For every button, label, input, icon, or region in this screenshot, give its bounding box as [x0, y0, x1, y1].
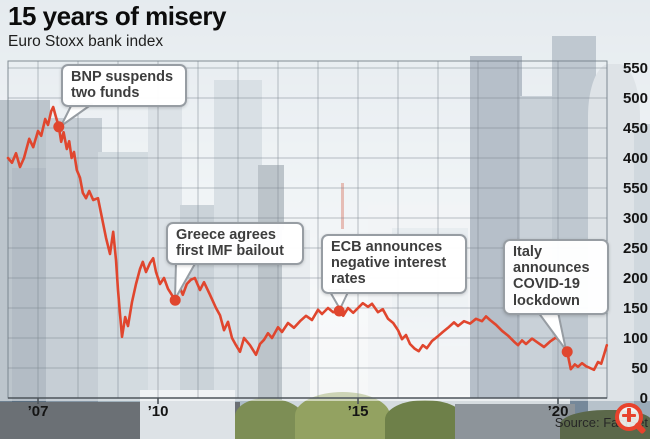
chart-subtitle: Euro Stoxx bank index	[8, 32, 164, 50]
y-axis-tick-label: 550	[622, 180, 648, 197]
event-marker	[53, 121, 65, 133]
y-axis-tick-label: 550	[622, 60, 648, 77]
plot-border	[7, 60, 608, 399]
foreground-building	[455, 404, 575, 439]
callout-tail	[60, 103, 93, 127]
magnifier-handle	[633, 421, 647, 435]
x-axis-tick-label: ’20	[547, 403, 569, 420]
x-axis-tick-label: ’07	[27, 403, 49, 420]
tree	[385, 400, 465, 439]
y-axis-tick-label: 400	[622, 150, 648, 167]
callout-bnp-suspends-funds: BNP suspends two funds	[61, 64, 187, 108]
callout-tail	[174, 261, 197, 300]
chart-title: 15 years of misery	[8, 1, 226, 31]
plus-glyph	[627, 408, 631, 422]
price-line	[6, 105, 609, 372]
x-axis-tick-label: ’10	[147, 403, 169, 420]
chart-header: 15 years of misery Euro Stoxx bank index	[8, 1, 226, 51]
tree	[235, 398, 305, 439]
y-axis-tick-label: 450	[622, 120, 648, 137]
event-marker	[169, 294, 181, 306]
event-marker	[333, 305, 345, 317]
y-axis-tick-label: 300	[622, 210, 648, 227]
y-axis-tick-label: 0	[639, 390, 648, 407]
y-axis-tick-label: 200	[622, 270, 648, 287]
callout-ecb-negative-rates: ECB announces negative interest rates	[321, 234, 467, 294]
zoom-in-icon[interactable]	[613, 401, 647, 435]
y-axis-tick-label: 500	[622, 90, 648, 107]
event-marker	[561, 346, 573, 358]
y-axis-tick-label: 250	[622, 240, 648, 257]
x-axis-tick-label: ’15	[347, 403, 369, 420]
y-axis-tick-label: 150	[622, 300, 648, 317]
y-axis-tick-label: 100	[622, 330, 648, 347]
callout-italy-covid-lockdown: Italy announces COVID-19 lockdown	[503, 239, 609, 315]
callout-greece-imf-bailout: Greece agrees first IMF bailout	[166, 222, 304, 266]
y-axis-tick-label: 50	[631, 360, 648, 377]
